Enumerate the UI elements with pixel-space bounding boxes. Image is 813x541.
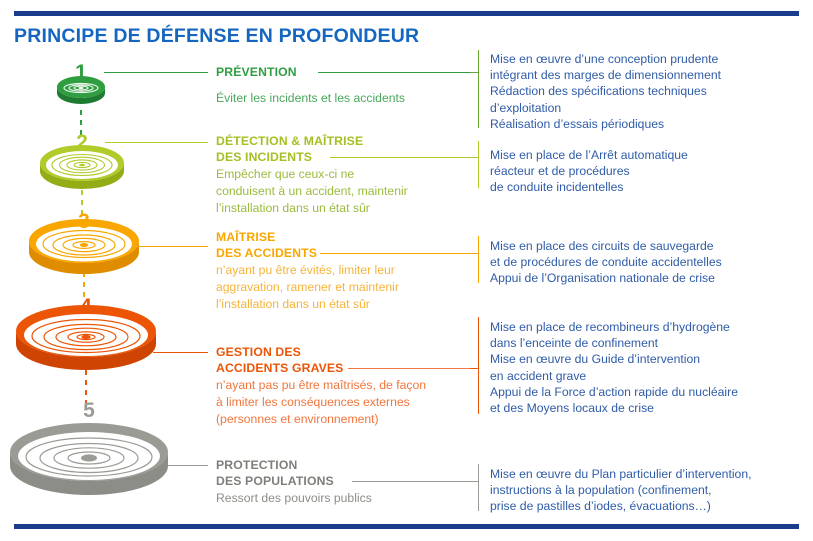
level-title-line: DES INCIDENTS (216, 149, 313, 164)
title-rule-3 (320, 253, 478, 254)
page-title: PRINCIPE DE DÉFENSE EN PROFONDEUR (14, 25, 420, 47)
level-title-line: DES ACCIDENTS (216, 245, 318, 260)
measure-line: Rédaction des spécifications techniques (490, 84, 707, 99)
measures-tick-1 (470, 72, 479, 73)
measure-line: intégrant des marges de dimensionnement (490, 68, 722, 83)
level-number-4: 4 (80, 295, 92, 318)
measure-line: Mise en place de l’Arrêt automatique (490, 148, 688, 162)
spine-dashed-connectors (80, 110, 87, 404)
level-title-2: DÉTECTION & MAÎTRISE DES INCIDENTS (216, 134, 363, 165)
level-title-4: GESTION DES ACCIDENTS GRAVES (216, 345, 343, 376)
disc-level-5 (10, 423, 168, 495)
level-subtitle-4: n’ayant pas pu être maîtrisés, de façon … (216, 377, 426, 428)
level-subtitle-3: n’ayant pu être évités, limiter leur agg… (216, 262, 399, 313)
measure-line: en accident grave (490, 368, 587, 383)
measure-line: Mise en place des circuits de sauvegarde (490, 239, 714, 253)
measure-line: Réalisation d’essais périodiques (490, 116, 665, 131)
level-subtitle-line: l’installation dans un état sûr (216, 297, 370, 311)
disc-level-4 (16, 305, 156, 370)
top-rule (14, 11, 799, 16)
measures-tick-5 (470, 481, 479, 482)
level-title-line: PROTECTION (216, 458, 298, 472)
measures-tick-2 (470, 157, 479, 158)
measure-line: Mise en œuvre d’une conception prudente (490, 52, 719, 66)
measures-3: Mise en place des circuits de sauvegarde… (490, 238, 722, 287)
measure-line: et de procédures de conduite accidentell… (490, 255, 722, 270)
measure-line: et des Moyens locaux de crise (490, 401, 654, 416)
title-rule-4 (348, 368, 478, 369)
measure-line: prise de pastilles d’iodes, évacuations…… (490, 499, 711, 514)
level-subtitle-1: Éviter les incidents et les accidents (216, 90, 405, 107)
level-title-line: DÉTECTION & MAÎTRISE (216, 134, 364, 148)
disc-level-3 (29, 219, 139, 274)
measures-bracket-2 (478, 141, 479, 188)
measures-2: Mise en place de l’Arrêt automatique réa… (490, 147, 688, 196)
measure-line: Appui de l’Organisation nationale de cri… (490, 271, 715, 286)
leader-line-2 (105, 142, 208, 143)
title-rule-1 (318, 72, 478, 73)
level-subtitle-line: conduisent à un accident, maintenir (216, 184, 408, 198)
level-subtitle-line: aggravation, ramener et maintenir (216, 280, 399, 294)
measures-bracket-3 (478, 236, 479, 283)
leader-line-4 (153, 352, 208, 353)
measures-bracket-1 (478, 50, 479, 128)
measures-bracket-4 (478, 317, 479, 414)
level-number-1: 1 (75, 61, 87, 84)
level-subtitle-5: Ressort des pouvoirs publics (216, 490, 372, 507)
level-title-line: MAÎTRISE (216, 230, 276, 244)
leader-line-5 (168, 465, 208, 466)
leader-line-3 (136, 246, 208, 247)
level-number-5: 5 (83, 399, 95, 422)
measures-4: Mise en place de recombineurs d’hydrogèn… (490, 319, 738, 416)
measure-line: Mise en place de recombineurs d’hydrogèn… (490, 320, 730, 334)
level-subtitle-line: n’ayant pu être évités, limiter leur (216, 263, 395, 277)
level-subtitle-line: à limiter les conséquences externes (216, 395, 410, 409)
level-subtitle-line: l’installation dans un état sûr (216, 201, 370, 215)
measures-tick-3 (470, 253, 479, 254)
measures-tick-4 (470, 368, 479, 369)
level-subtitle-line: (personnes et environnement) (216, 412, 379, 426)
disc-level-1 (57, 76, 105, 104)
bottom-rule (14, 524, 799, 529)
level-subtitle-line: n’ayant pas pu être maîtrisés, de façon (216, 378, 427, 392)
level-subtitle-2: Empêcher que ceux-ci ne conduisent à un … (216, 166, 408, 217)
measure-line: Mise en œuvre du Plan particulier d’inte… (490, 467, 752, 481)
level-title-line: PRÉVENTION (216, 65, 297, 79)
level-title-1: PRÉVENTION (216, 65, 297, 81)
level-number-2: 2 (76, 131, 88, 154)
measure-line: d’exploitation (490, 100, 562, 115)
level-number-3: 3 (78, 210, 90, 233)
title-rule-2 (330, 157, 478, 158)
level-title-3: MAÎTRISE DES ACCIDENTS (216, 230, 317, 261)
measures-bracket-5 (478, 464, 479, 511)
level-subtitle-line: Ressort des pouvoirs publics (216, 491, 372, 505)
leader-line-1 (104, 72, 208, 73)
measure-line: réacteur et de procédures (490, 164, 630, 179)
measure-line: Appui de la Force d’action rapide du nuc… (490, 384, 738, 399)
measure-line: dans l’enceinte de confinement (490, 336, 659, 351)
measure-line: de conduite incidentelles (490, 180, 624, 195)
measure-line: Mise en œuvre du Guide d’intervention (490, 352, 701, 367)
level-title-5: PROTECTION DES POPULATIONS (216, 458, 334, 489)
measures-5: Mise en œuvre du Plan particulier d’inte… (490, 466, 751, 515)
level-subtitle-line: Éviter les incidents et les accidents (216, 91, 405, 105)
level-title-line: DES POPULATIONS (216, 473, 334, 488)
title-rule-5 (352, 481, 478, 482)
measures-1: Mise en œuvre d’une conception prudente … (490, 51, 721, 132)
level-subtitle-line: Empêcher que ceux-ci ne (216, 167, 355, 181)
measure-line: instructions à la population (confinemen… (490, 483, 712, 498)
level-title-line: GESTION DES (216, 345, 301, 359)
disc-level-2 (40, 145, 124, 189)
level-title-line: ACCIDENTS GRAVES (216, 360, 344, 375)
